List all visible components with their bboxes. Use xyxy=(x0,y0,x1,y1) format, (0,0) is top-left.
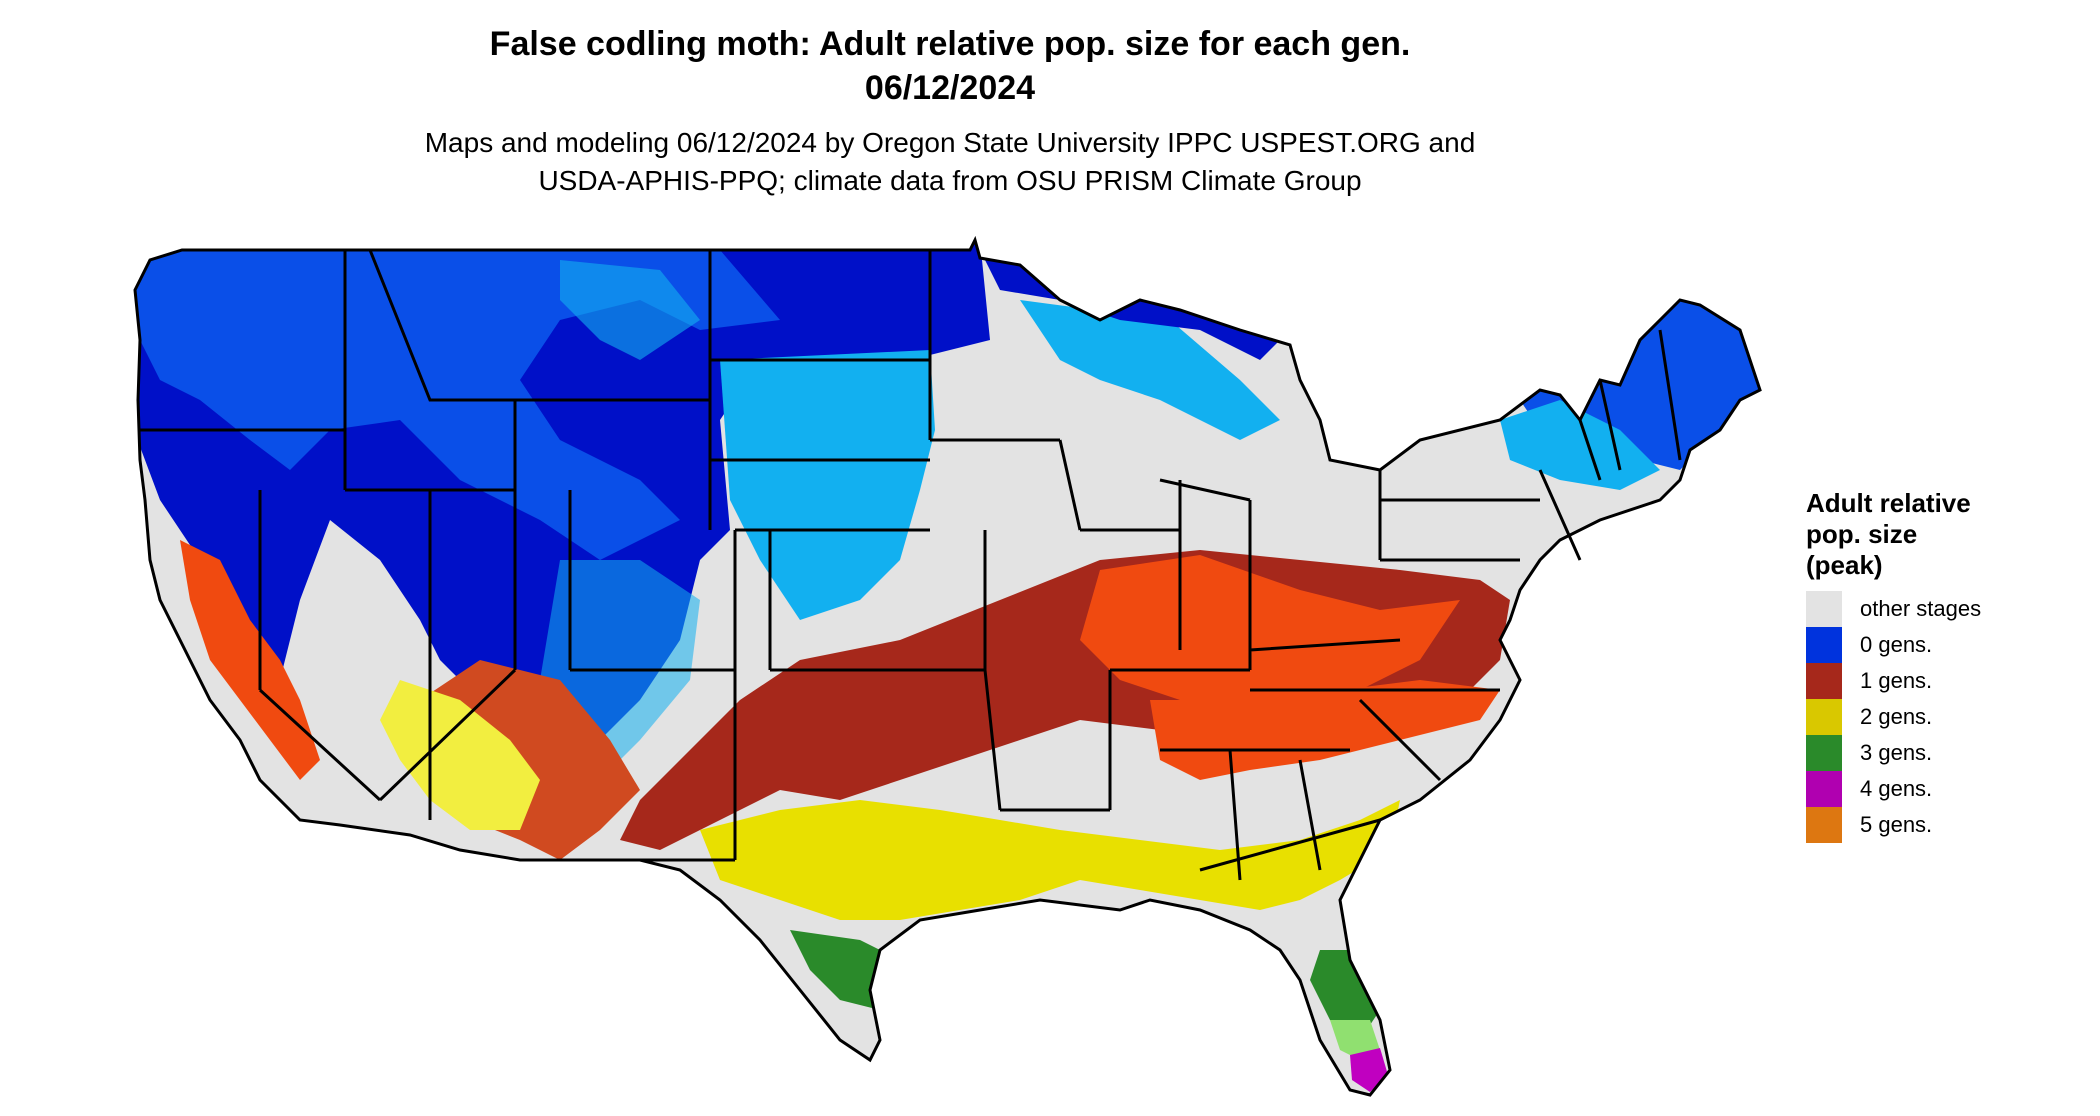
legend-item-5-gens: 5 gens. xyxy=(1806,807,1981,843)
legend-label: other stages xyxy=(1860,596,1982,621)
zone-0gen-light-1 xyxy=(560,260,700,360)
legend-item-0-gens: 0 gens. xyxy=(1806,627,1981,663)
zone-4gen-florida-tip xyxy=(1350,1048,1388,1092)
legend-label: 0 gens. xyxy=(1860,632,1933,657)
zone-0gen-light-3 xyxy=(1020,300,1280,440)
legend-item-other-stages: other stages xyxy=(1806,591,1981,627)
legend-label: 4 gens. xyxy=(1860,776,1933,801)
legend-item-1-gens: 1 gens. xyxy=(1806,663,1981,699)
legend-swatch xyxy=(1806,771,1842,807)
legend-title-line-3: (peak) xyxy=(1806,550,1883,580)
zone-2gen-south xyxy=(700,800,1400,920)
legend-item-4-gens: 4 gens. xyxy=(1806,771,1981,807)
subtitle-block: Maps and modeling 06/12/2024 by Oregon S… xyxy=(0,124,1900,200)
zone-3gen-florida-light xyxy=(1330,1020,1380,1060)
zone-1gen-light-south xyxy=(1150,680,1500,780)
legend-swatch xyxy=(1806,663,1842,699)
map-credit-line-2: USDA-APHIS-PPQ; climate data from OSU PR… xyxy=(538,165,1362,196)
legend-label: 3 gens. xyxy=(1860,740,1933,765)
legend-swatch xyxy=(1806,807,1842,843)
us-outline xyxy=(133,235,1762,1097)
border-lines xyxy=(140,249,1682,881)
legend-item-2-gens: 2 gens. xyxy=(1806,699,1981,735)
map-date: 06/12/2024 xyxy=(864,69,1036,107)
legend-label: 1 gens. xyxy=(1860,668,1933,693)
zone-1gen-california xyxy=(180,540,320,780)
legend: Adult relative pop. size (peak) other st… xyxy=(1806,488,1981,843)
zone-0gen-light-2 xyxy=(720,350,935,620)
legend-swatch xyxy=(1806,699,1842,735)
legend-label: 5 gens. xyxy=(1860,812,1933,837)
legend-swatch xyxy=(1806,627,1842,663)
legend-swatch xyxy=(1806,735,1842,771)
legend-item-3-gens: 3 gens. xyxy=(1806,735,1981,771)
legend-swatch xyxy=(1806,591,1842,627)
map-credit-line-1: Maps and modeling 06/12/2024 by Oregon S… xyxy=(424,127,1476,158)
legend-title-line-2: pop. size xyxy=(1806,519,1918,549)
map-title: False codling moth: Adult relative pop. … xyxy=(489,25,1411,63)
legend-label: 2 gens. xyxy=(1860,704,1933,729)
legend-title-line-1: Adult relative xyxy=(1806,488,1971,518)
title-block: False codling moth: Adult relative pop. … xyxy=(0,22,1900,200)
zone-2gen-arizona xyxy=(380,680,540,830)
state-borders xyxy=(133,235,1762,1097)
legend-items: other stages 0 gens. 1 gens. 2 gens. 3 g… xyxy=(1806,591,1981,843)
